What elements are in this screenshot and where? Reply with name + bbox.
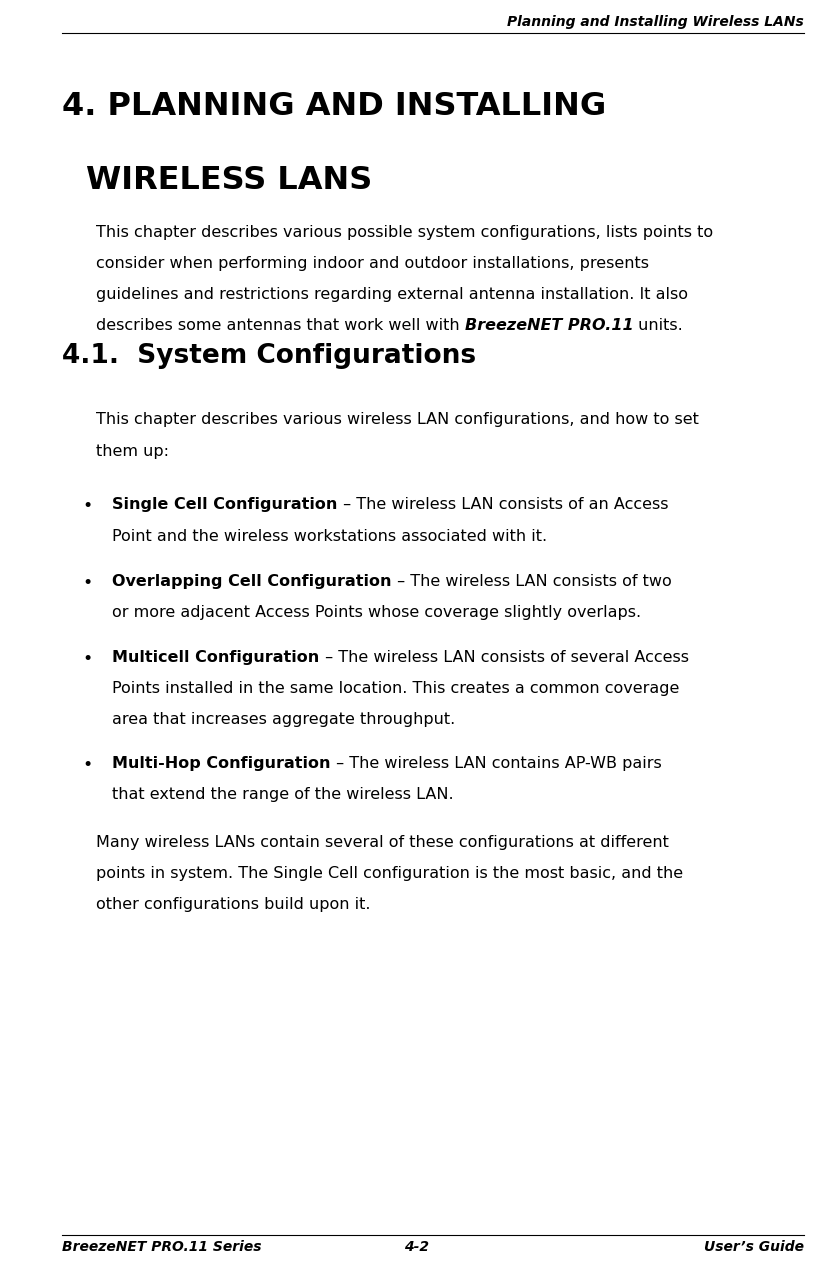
Text: WIRELESS LANS: WIRELESS LANS — [86, 165, 372, 195]
Text: •: • — [82, 650, 92, 667]
Text: •: • — [82, 497, 92, 515]
Text: Planning and Installing Wireless LANs: Planning and Installing Wireless LANs — [507, 15, 804, 29]
Text: Multi-Hop Configuration: Multi-Hop Configuration — [112, 756, 331, 772]
Text: •: • — [82, 756, 92, 774]
Text: •: • — [82, 574, 92, 591]
Text: units.: units. — [633, 319, 683, 332]
Text: 4. PLANNING AND INSTALLING: 4. PLANNING AND INSTALLING — [62, 91, 606, 122]
Text: Point and the wireless workstations associated with it.: Point and the wireless workstations asso… — [112, 528, 547, 543]
Text: Many wireless LANs contain several of these configurations at different: Many wireless LANs contain several of th… — [96, 835, 669, 850]
Text: points in system. The Single Cell configuration is the most basic, and the: points in system. The Single Cell config… — [96, 865, 683, 881]
Text: 4-2: 4-2 — [404, 1240, 429, 1254]
Text: This chapter describes various wireless LAN configurations, and how to set: This chapter describes various wireless … — [96, 412, 699, 428]
Text: that extend the range of the wireless LAN.: that extend the range of the wireless LA… — [112, 787, 454, 802]
Text: Single Cell Configuration: Single Cell Configuration — [112, 497, 338, 513]
Text: – The wireless LAN consists of several Access: – The wireless LAN consists of several A… — [320, 650, 689, 665]
Text: other configurations build upon it.: other configurations build upon it. — [96, 897, 371, 912]
Text: – The wireless LAN consists of two: – The wireless LAN consists of two — [392, 574, 671, 589]
Text: area that increases aggregate throughput.: area that increases aggregate throughput… — [112, 712, 456, 727]
Text: – The wireless LAN consists of an Access: – The wireless LAN consists of an Access — [338, 497, 668, 513]
Text: consider when performing indoor and outdoor installations, presents: consider when performing indoor and outd… — [96, 255, 649, 270]
Text: guidelines and restrictions regarding external antenna installation. It also: guidelines and restrictions regarding ex… — [96, 287, 688, 302]
Text: Points installed in the same location. This creates a common coverage: Points installed in the same location. T… — [112, 680, 680, 695]
Text: – The wireless LAN contains AP-WB pairs: – The wireless LAN contains AP-WB pairs — [331, 756, 661, 772]
Text: Overlapping Cell Configuration: Overlapping Cell Configuration — [112, 574, 392, 589]
Text: This chapter describes various possible system configurations, lists points to: This chapter describes various possible … — [96, 225, 713, 240]
Text: them up:: them up: — [96, 443, 169, 458]
Text: Multicell Configuration: Multicell Configuration — [112, 650, 320, 665]
Text: 4.1.  System Configurations: 4.1. System Configurations — [62, 343, 476, 368]
Text: User’s Guide: User’s Guide — [704, 1240, 804, 1254]
Text: or more adjacent Access Points whose coverage slightly overlaps.: or more adjacent Access Points whose cov… — [112, 604, 641, 619]
Text: BreezeNET PRO.11 Series: BreezeNET PRO.11 Series — [62, 1240, 262, 1254]
Text: describes some antennas that work well with: describes some antennas that work well w… — [96, 319, 465, 332]
Text: BreezeNET PRO.11: BreezeNET PRO.11 — [465, 319, 633, 332]
